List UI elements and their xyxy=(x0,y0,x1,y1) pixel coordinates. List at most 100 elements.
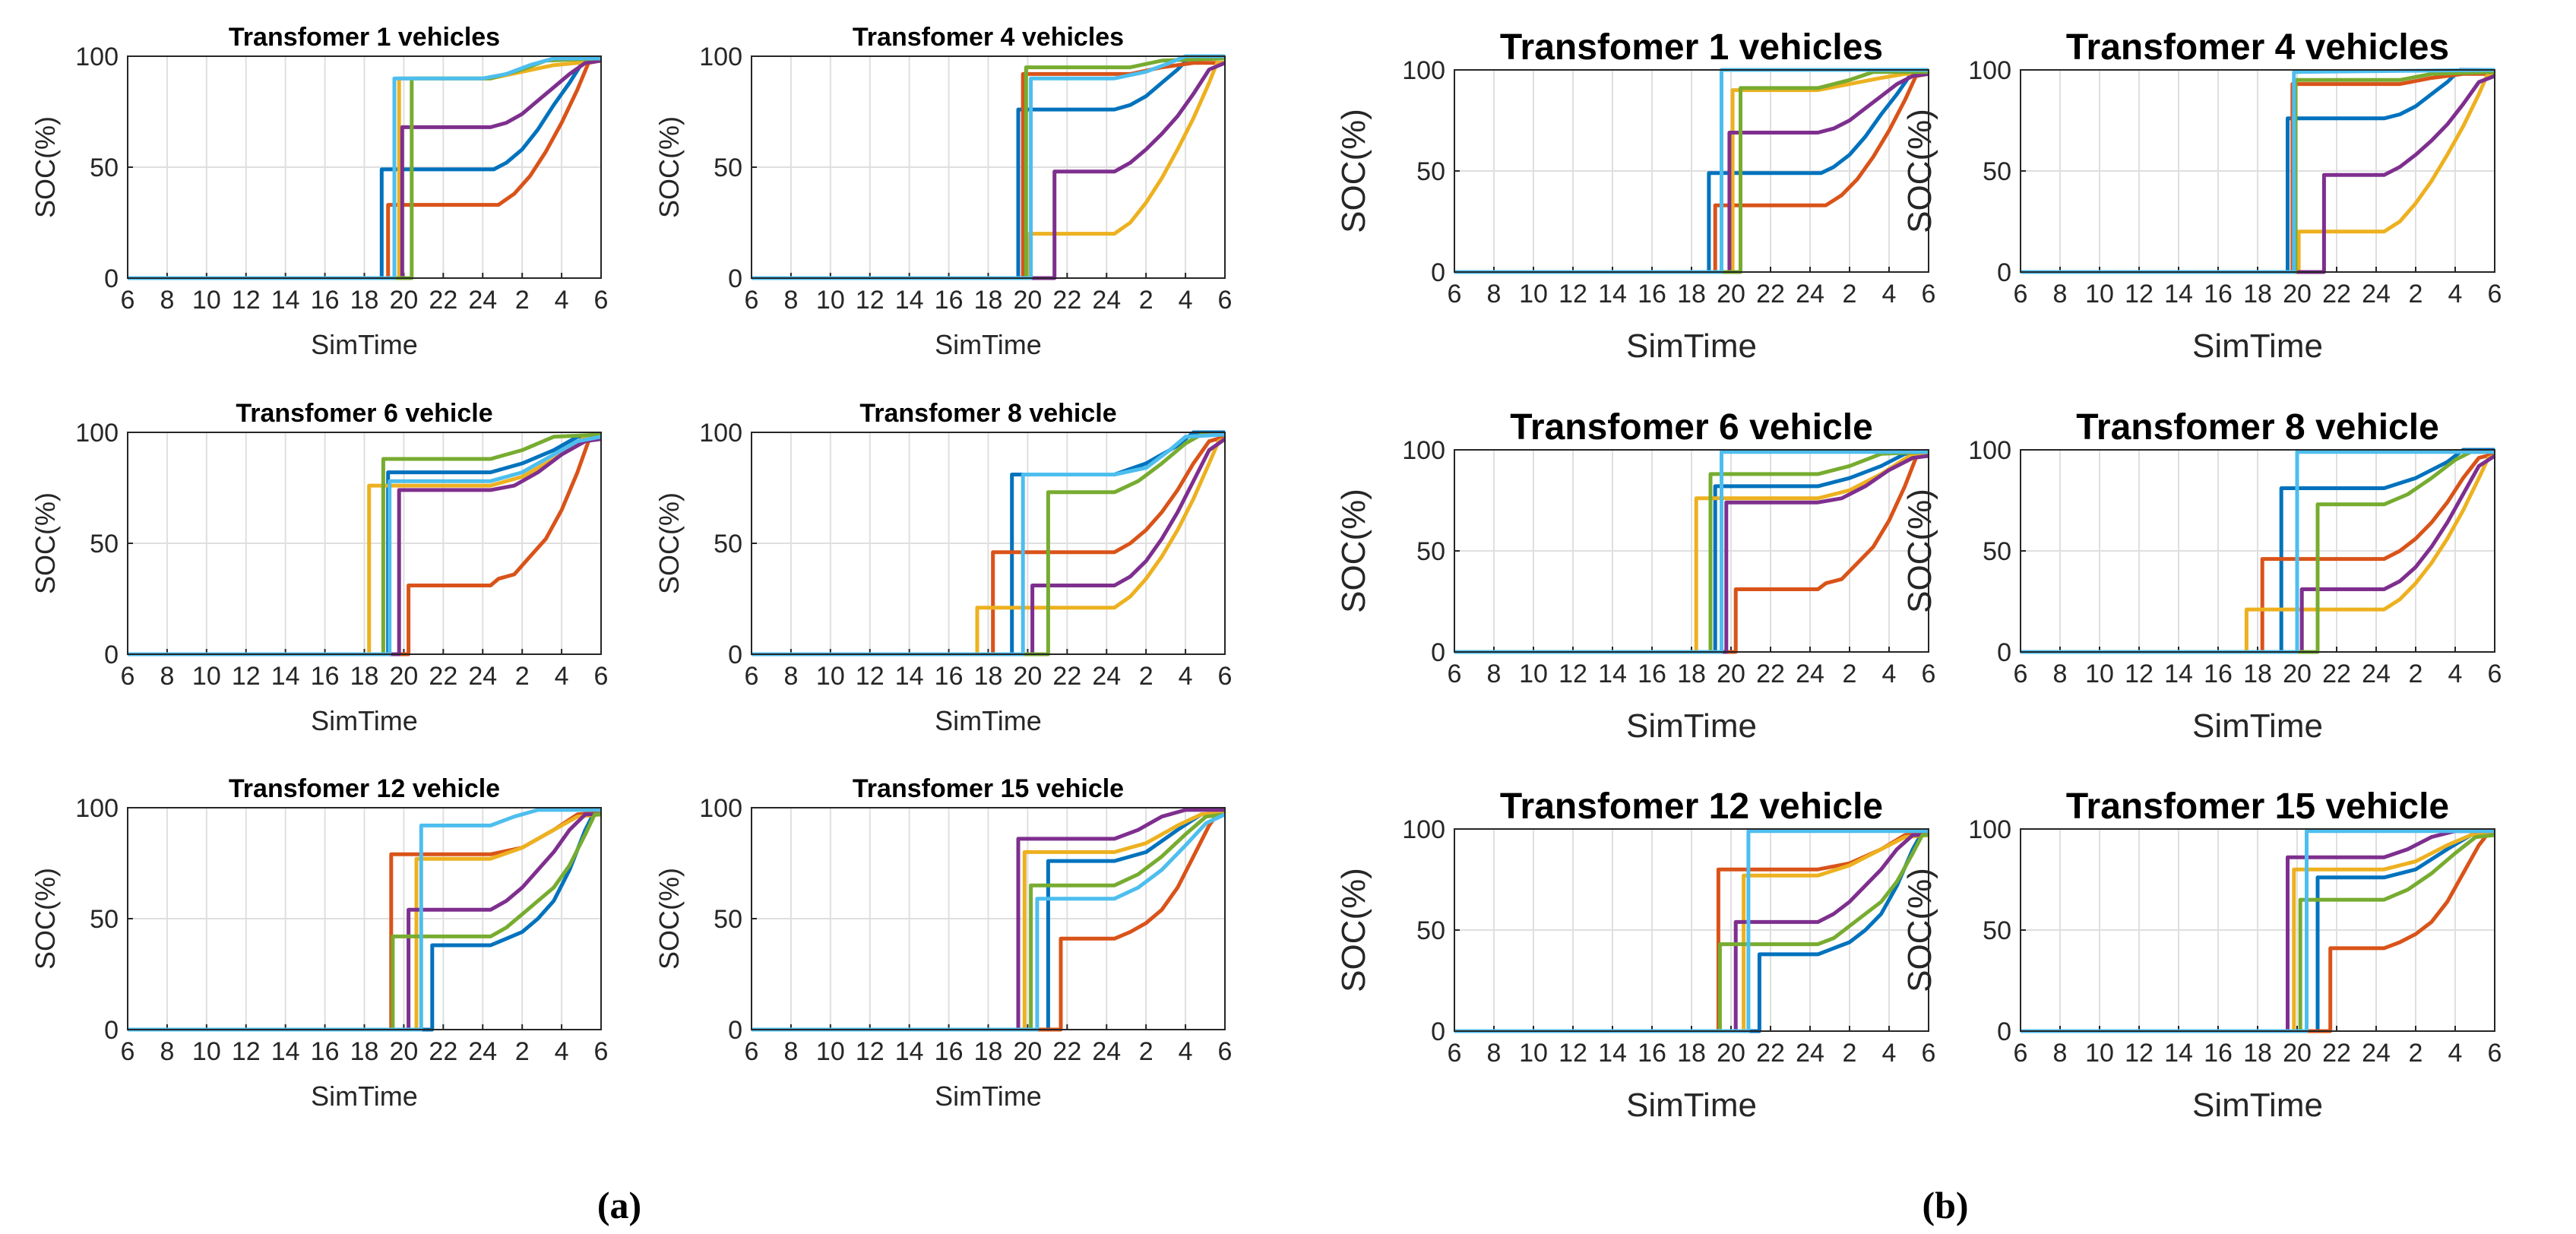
x-tick-label: 24 xyxy=(1796,280,1824,308)
x-tick-label: 22 xyxy=(1756,1039,1785,1068)
y-tick-label: 100 xyxy=(1968,56,2011,85)
panel-label-b: (b) xyxy=(1922,1184,1968,1226)
subplot-title: Transfomer 4 vehicles xyxy=(2066,27,2449,68)
series-line-2 xyxy=(1454,71,1929,274)
axes-box xyxy=(127,807,602,1030)
x-tick-label: 10 xyxy=(2085,660,2114,688)
x-tick-label: 22 xyxy=(1756,660,1785,688)
x-tick-label: 16 xyxy=(2204,660,2233,688)
x-tick-label: 8 xyxy=(160,286,174,315)
x-tick-label: 4 xyxy=(2448,280,2463,308)
y-axis-label: SOC(%) xyxy=(653,116,685,218)
y-tick-label: 50 xyxy=(1983,916,2011,945)
x-tick-label: 16 xyxy=(311,1037,340,1066)
y-tick-label: 100 xyxy=(699,794,742,823)
x-tick-label: 18 xyxy=(350,1037,379,1066)
series-line-2 xyxy=(1454,451,1929,654)
series-line-3 xyxy=(752,810,1226,1032)
x-tick-label: 2 xyxy=(1139,1037,1154,1066)
x-tick-label: 10 xyxy=(192,1037,221,1066)
x-tick-label: 16 xyxy=(935,286,964,315)
x-tick-label: 14 xyxy=(2164,1039,2193,1068)
x-tick-label: 6 xyxy=(1448,660,1462,688)
x-tick-label: 20 xyxy=(390,286,419,315)
axes-box xyxy=(127,432,602,655)
x-tick-label: 8 xyxy=(2053,1039,2068,1068)
x-tick-label: 2 xyxy=(2409,1039,2423,1068)
x-axis-label: SimTime xyxy=(311,1081,418,1112)
subplot-title: Transfomer 8 vehicle xyxy=(859,399,1116,428)
subplot-title: Transfomer 15 vehicle xyxy=(853,774,1124,803)
series-line-4 xyxy=(1454,71,1929,274)
y-tick-label: 50 xyxy=(1983,537,2011,566)
axes-box xyxy=(751,55,1226,279)
y-tick-label: 0 xyxy=(1997,1017,2011,1046)
x-tick-label: 14 xyxy=(2164,660,2193,688)
x-tick-label: 14 xyxy=(895,286,924,315)
x-tick-label: 18 xyxy=(350,286,379,315)
x-tick-label: 18 xyxy=(974,1037,1003,1066)
x-tick-label: 8 xyxy=(783,286,798,315)
x-tick-label: 6 xyxy=(2014,280,2028,308)
x-tick-label: 6 xyxy=(121,286,135,315)
x-axis-label: SimTime xyxy=(1626,1087,1757,1124)
x-tick-label: 16 xyxy=(311,286,340,315)
x-tick-label: 6 xyxy=(1448,1039,1462,1068)
x-tick-label: 20 xyxy=(1717,280,1745,308)
x-tick-label: 24 xyxy=(2362,660,2391,688)
x-tick-label: 16 xyxy=(2204,1039,2233,1068)
y-tick-label: 50 xyxy=(714,153,742,182)
x-tick-label: 12 xyxy=(1559,280,1587,308)
x-tick-label: 12 xyxy=(232,286,261,315)
x-tick-label: 12 xyxy=(2125,280,2154,308)
x-tick-label: 10 xyxy=(192,286,221,315)
x-tick-label: 8 xyxy=(2053,280,2068,308)
x-tick-label: 6 xyxy=(745,662,759,691)
series-line-2 xyxy=(752,435,1226,657)
series-line-6 xyxy=(752,812,1226,1032)
y-axis-label: SOC(%) xyxy=(30,868,61,970)
x-tick-label: 6 xyxy=(1922,660,1936,688)
x-tick-label: 8 xyxy=(2053,660,2068,688)
x-tick-label: 20 xyxy=(1717,1039,1745,1068)
x-tick-label: 16 xyxy=(935,1037,964,1066)
x-tick-label: 14 xyxy=(1598,280,1627,308)
y-tick-label: 0 xyxy=(728,264,742,293)
y-axis-label: SOC(%) xyxy=(30,116,61,218)
series-line-4 xyxy=(128,437,602,657)
x-tick-label: 10 xyxy=(816,286,845,315)
series-line-3 xyxy=(1454,451,1929,654)
x-tick-label: 22 xyxy=(1756,280,1785,308)
x-tick-label: 18 xyxy=(1677,280,1706,308)
x-tick-label: 6 xyxy=(594,662,609,691)
y-tick-label: 50 xyxy=(1983,157,2011,186)
series-line-4 xyxy=(2021,74,2495,274)
series-line-2 xyxy=(128,435,601,657)
x-tick-label: 2 xyxy=(515,1037,530,1066)
x-tick-label: 10 xyxy=(1519,1039,1548,1068)
x-tick-label: 12 xyxy=(856,286,885,315)
series-line-3 xyxy=(2021,831,2495,1033)
y-tick-label: 50 xyxy=(90,905,119,934)
x-tick-label: 18 xyxy=(2243,280,2272,308)
x-tick-label: 22 xyxy=(2322,660,2351,688)
x-tick-label: 14 xyxy=(1598,1039,1627,1068)
series-line-3 xyxy=(128,812,602,1032)
x-tick-label: 10 xyxy=(1519,280,1548,308)
y-axis-label: SOC(%) xyxy=(1335,489,1372,613)
subplot-title: Transfomer 4 vehicles xyxy=(853,23,1124,52)
x-tick-label: 18 xyxy=(350,662,379,691)
x-tick-label: 2 xyxy=(515,286,530,315)
x-tick-label: 4 xyxy=(555,1037,569,1066)
x-tick-label: 6 xyxy=(121,1037,135,1066)
x-tick-label: 22 xyxy=(2322,280,2351,308)
series-line-6 xyxy=(128,435,602,657)
x-axis-label: SimTime xyxy=(935,705,1042,736)
panel-label-a: (a) xyxy=(597,1184,641,1226)
y-tick-label: 0 xyxy=(728,1016,742,1045)
